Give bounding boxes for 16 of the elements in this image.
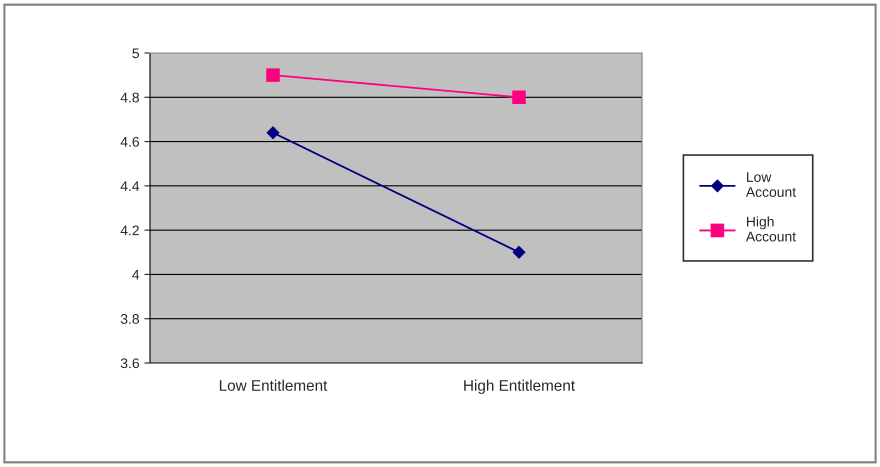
y-tick-label: 4.4 — [120, 181, 140, 191]
legend-label: High Account — [746, 216, 796, 242]
y-tick-label: 4.6 — [120, 136, 139, 147]
y-tick-label: 4.2 — [120, 225, 139, 236]
x-tick-label: High Entitlement — [464, 380, 575, 394]
y-tick-label: 5 — [132, 48, 139, 58]
point — [266, 126, 280, 140]
y-tick-label: 3.8 — [120, 314, 139, 324]
x-tick-label: Low Entitlement — [220, 380, 328, 391]
point — [512, 90, 526, 104]
y-tick-label: 3.6 — [120, 358, 139, 368]
point — [512, 246, 526, 259]
legend-label: Low Account — [746, 172, 796, 197]
y-tick-label: 4.8 — [120, 92, 139, 102]
y-tick-label: 4 — [132, 270, 140, 280]
point — [266, 68, 280, 82]
